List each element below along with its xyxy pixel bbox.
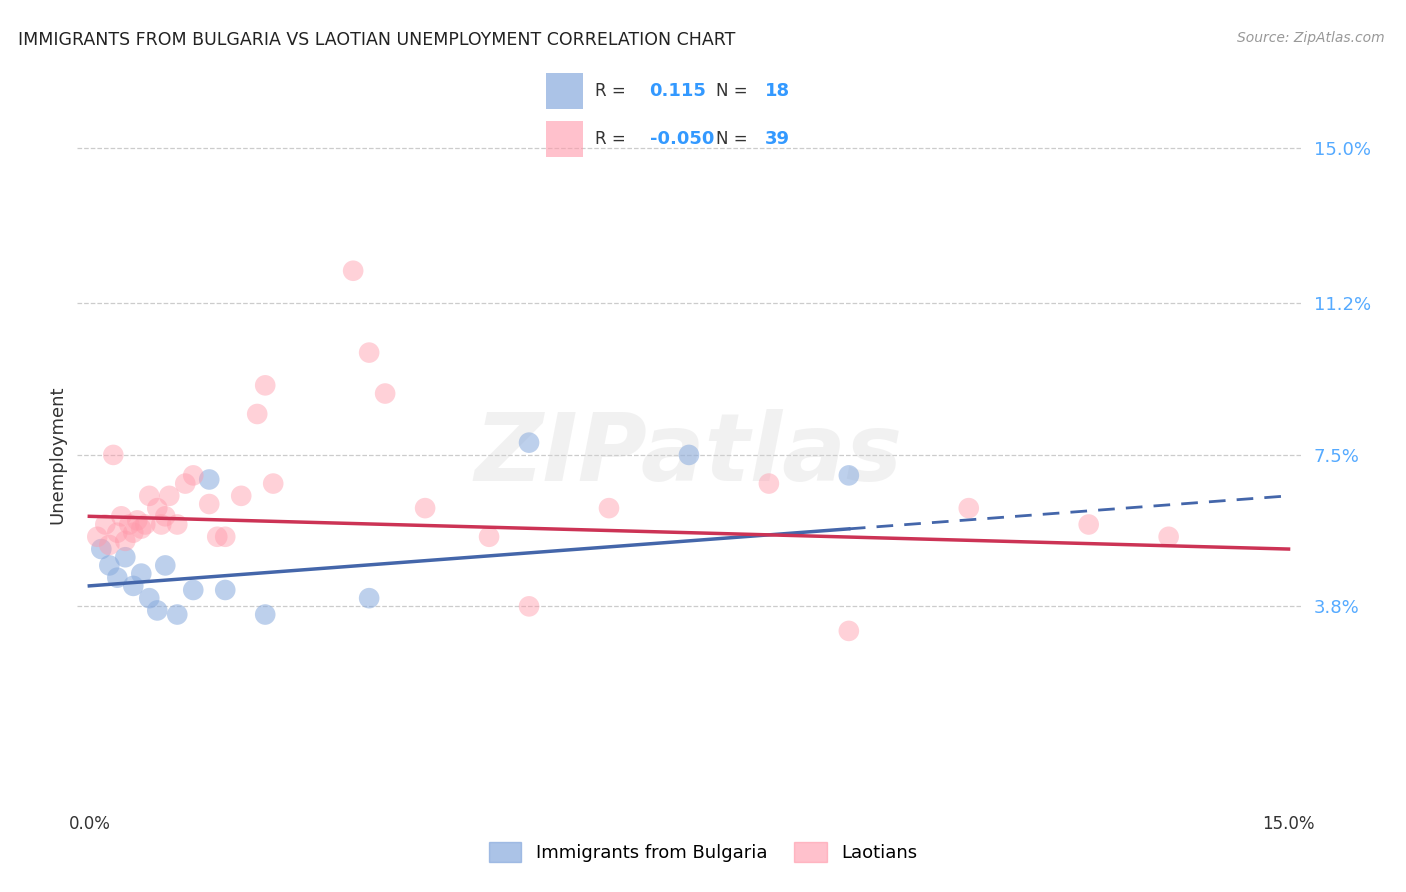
- Point: [598, 501, 620, 516]
- Text: -0.050: -0.050: [650, 130, 714, 148]
- Point: [105, 571, 128, 585]
- Point: [758, 476, 780, 491]
- Point: [90, 542, 112, 557]
- Point: [94, 517, 117, 532]
- Point: [110, 509, 132, 524]
- Legend: Immigrants from Bulgaria, Laotians: Immigrants from Bulgaria, Laotians: [481, 834, 925, 870]
- Point: [342, 264, 364, 278]
- Text: 0.115: 0.115: [650, 82, 706, 100]
- Point: [198, 497, 221, 511]
- Point: [122, 579, 145, 593]
- Text: 0.0%: 0.0%: [69, 815, 110, 833]
- Point: [517, 435, 540, 450]
- FancyBboxPatch shape: [546, 73, 583, 109]
- Point: [129, 522, 152, 536]
- Point: [359, 345, 381, 359]
- Point: [517, 599, 540, 614]
- Point: [105, 525, 128, 540]
- Point: [86, 530, 108, 544]
- Point: [166, 607, 188, 622]
- Text: 39: 39: [765, 130, 790, 148]
- Point: [214, 582, 236, 597]
- Point: [214, 530, 236, 544]
- Y-axis label: Unemployment: Unemployment: [48, 385, 66, 524]
- Point: [262, 476, 284, 491]
- Point: [129, 566, 152, 581]
- Text: IMMIGRANTS FROM BULGARIA VS LAOTIAN UNEMPLOYMENT CORRELATION CHART: IMMIGRANTS FROM BULGARIA VS LAOTIAN UNEM…: [18, 31, 735, 49]
- Text: N =: N =: [716, 130, 748, 148]
- Point: [114, 550, 136, 565]
- Point: [155, 558, 177, 573]
- Point: [413, 501, 436, 516]
- Point: [246, 407, 269, 421]
- Point: [254, 378, 277, 392]
- Point: [1077, 517, 1099, 532]
- FancyBboxPatch shape: [546, 121, 583, 157]
- Point: [146, 501, 169, 516]
- Point: [1157, 530, 1180, 544]
- Point: [157, 489, 180, 503]
- Point: [231, 489, 253, 503]
- Point: [174, 476, 197, 491]
- Text: ZIPatlas: ZIPatlas: [475, 409, 903, 501]
- Point: [134, 517, 156, 532]
- Point: [146, 603, 169, 617]
- Point: [103, 448, 125, 462]
- Point: [166, 517, 188, 532]
- Point: [122, 525, 145, 540]
- Point: [678, 448, 700, 462]
- Point: [138, 591, 160, 606]
- Text: 18: 18: [765, 82, 790, 100]
- Point: [155, 509, 177, 524]
- Point: [98, 558, 121, 573]
- Point: [150, 517, 173, 532]
- Point: [957, 501, 980, 516]
- Point: [207, 530, 229, 544]
- Text: R =: R =: [595, 130, 626, 148]
- Point: [359, 591, 381, 606]
- Point: [838, 624, 860, 638]
- Text: 15.0%: 15.0%: [1263, 815, 1315, 833]
- Point: [181, 468, 204, 483]
- Point: [98, 538, 121, 552]
- Point: [838, 468, 860, 483]
- Point: [478, 530, 501, 544]
- Text: R =: R =: [595, 82, 626, 100]
- Point: [127, 513, 149, 527]
- Text: N =: N =: [716, 82, 748, 100]
- Text: Source: ZipAtlas.com: Source: ZipAtlas.com: [1237, 31, 1385, 45]
- Point: [181, 582, 204, 597]
- Point: [374, 386, 396, 401]
- Point: [254, 607, 277, 622]
- Point: [114, 533, 136, 548]
- Point: [138, 489, 160, 503]
- Point: [198, 473, 221, 487]
- Point: [118, 517, 141, 532]
